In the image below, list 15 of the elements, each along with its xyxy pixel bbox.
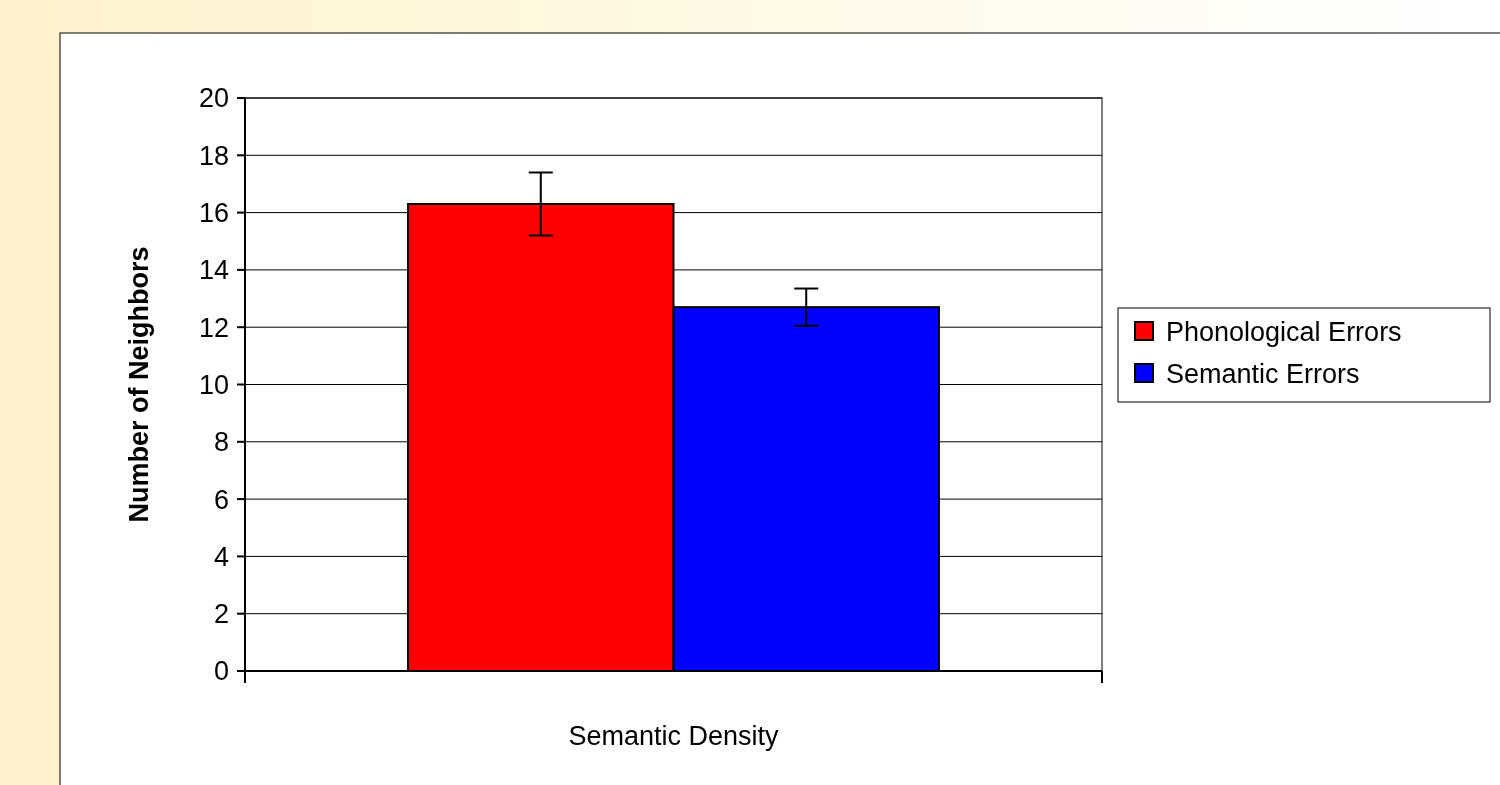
legend-label: Phonological Errors [1166, 316, 1402, 347]
y-tick-label: 18 [198, 140, 229, 171]
y-tick-label: 12 [198, 312, 229, 343]
legend-label: Semantic Errors [1166, 358, 1360, 389]
y-tick-label: 2 [213, 599, 229, 630]
y-tick-label: 6 [213, 484, 229, 515]
y-tick-label: 14 [198, 255, 229, 286]
x-tick-label: Semantic Density [568, 721, 780, 751]
y-axis-title: Number of Neighbors [124, 246, 154, 523]
y-tick-label: 0 [213, 656, 229, 687]
y-tick-label: 16 [198, 198, 229, 229]
y-tick-label: 4 [213, 541, 229, 572]
y-tick-label: 8 [213, 427, 229, 458]
y-tick-label: 20 [198, 83, 229, 114]
y-tick-label: 10 [198, 369, 229, 400]
